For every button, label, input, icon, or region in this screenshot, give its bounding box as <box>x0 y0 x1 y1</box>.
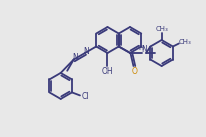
Text: N: N <box>141 45 147 54</box>
Text: Cl: Cl <box>81 92 89 101</box>
Text: N: N <box>72 53 78 62</box>
Text: O: O <box>131 66 137 75</box>
Text: OH: OH <box>102 66 113 75</box>
Text: N: N <box>84 46 89 55</box>
Text: CH₃: CH₃ <box>155 26 168 32</box>
Text: H: H <box>138 45 144 51</box>
Text: CH₃: CH₃ <box>179 38 191 45</box>
